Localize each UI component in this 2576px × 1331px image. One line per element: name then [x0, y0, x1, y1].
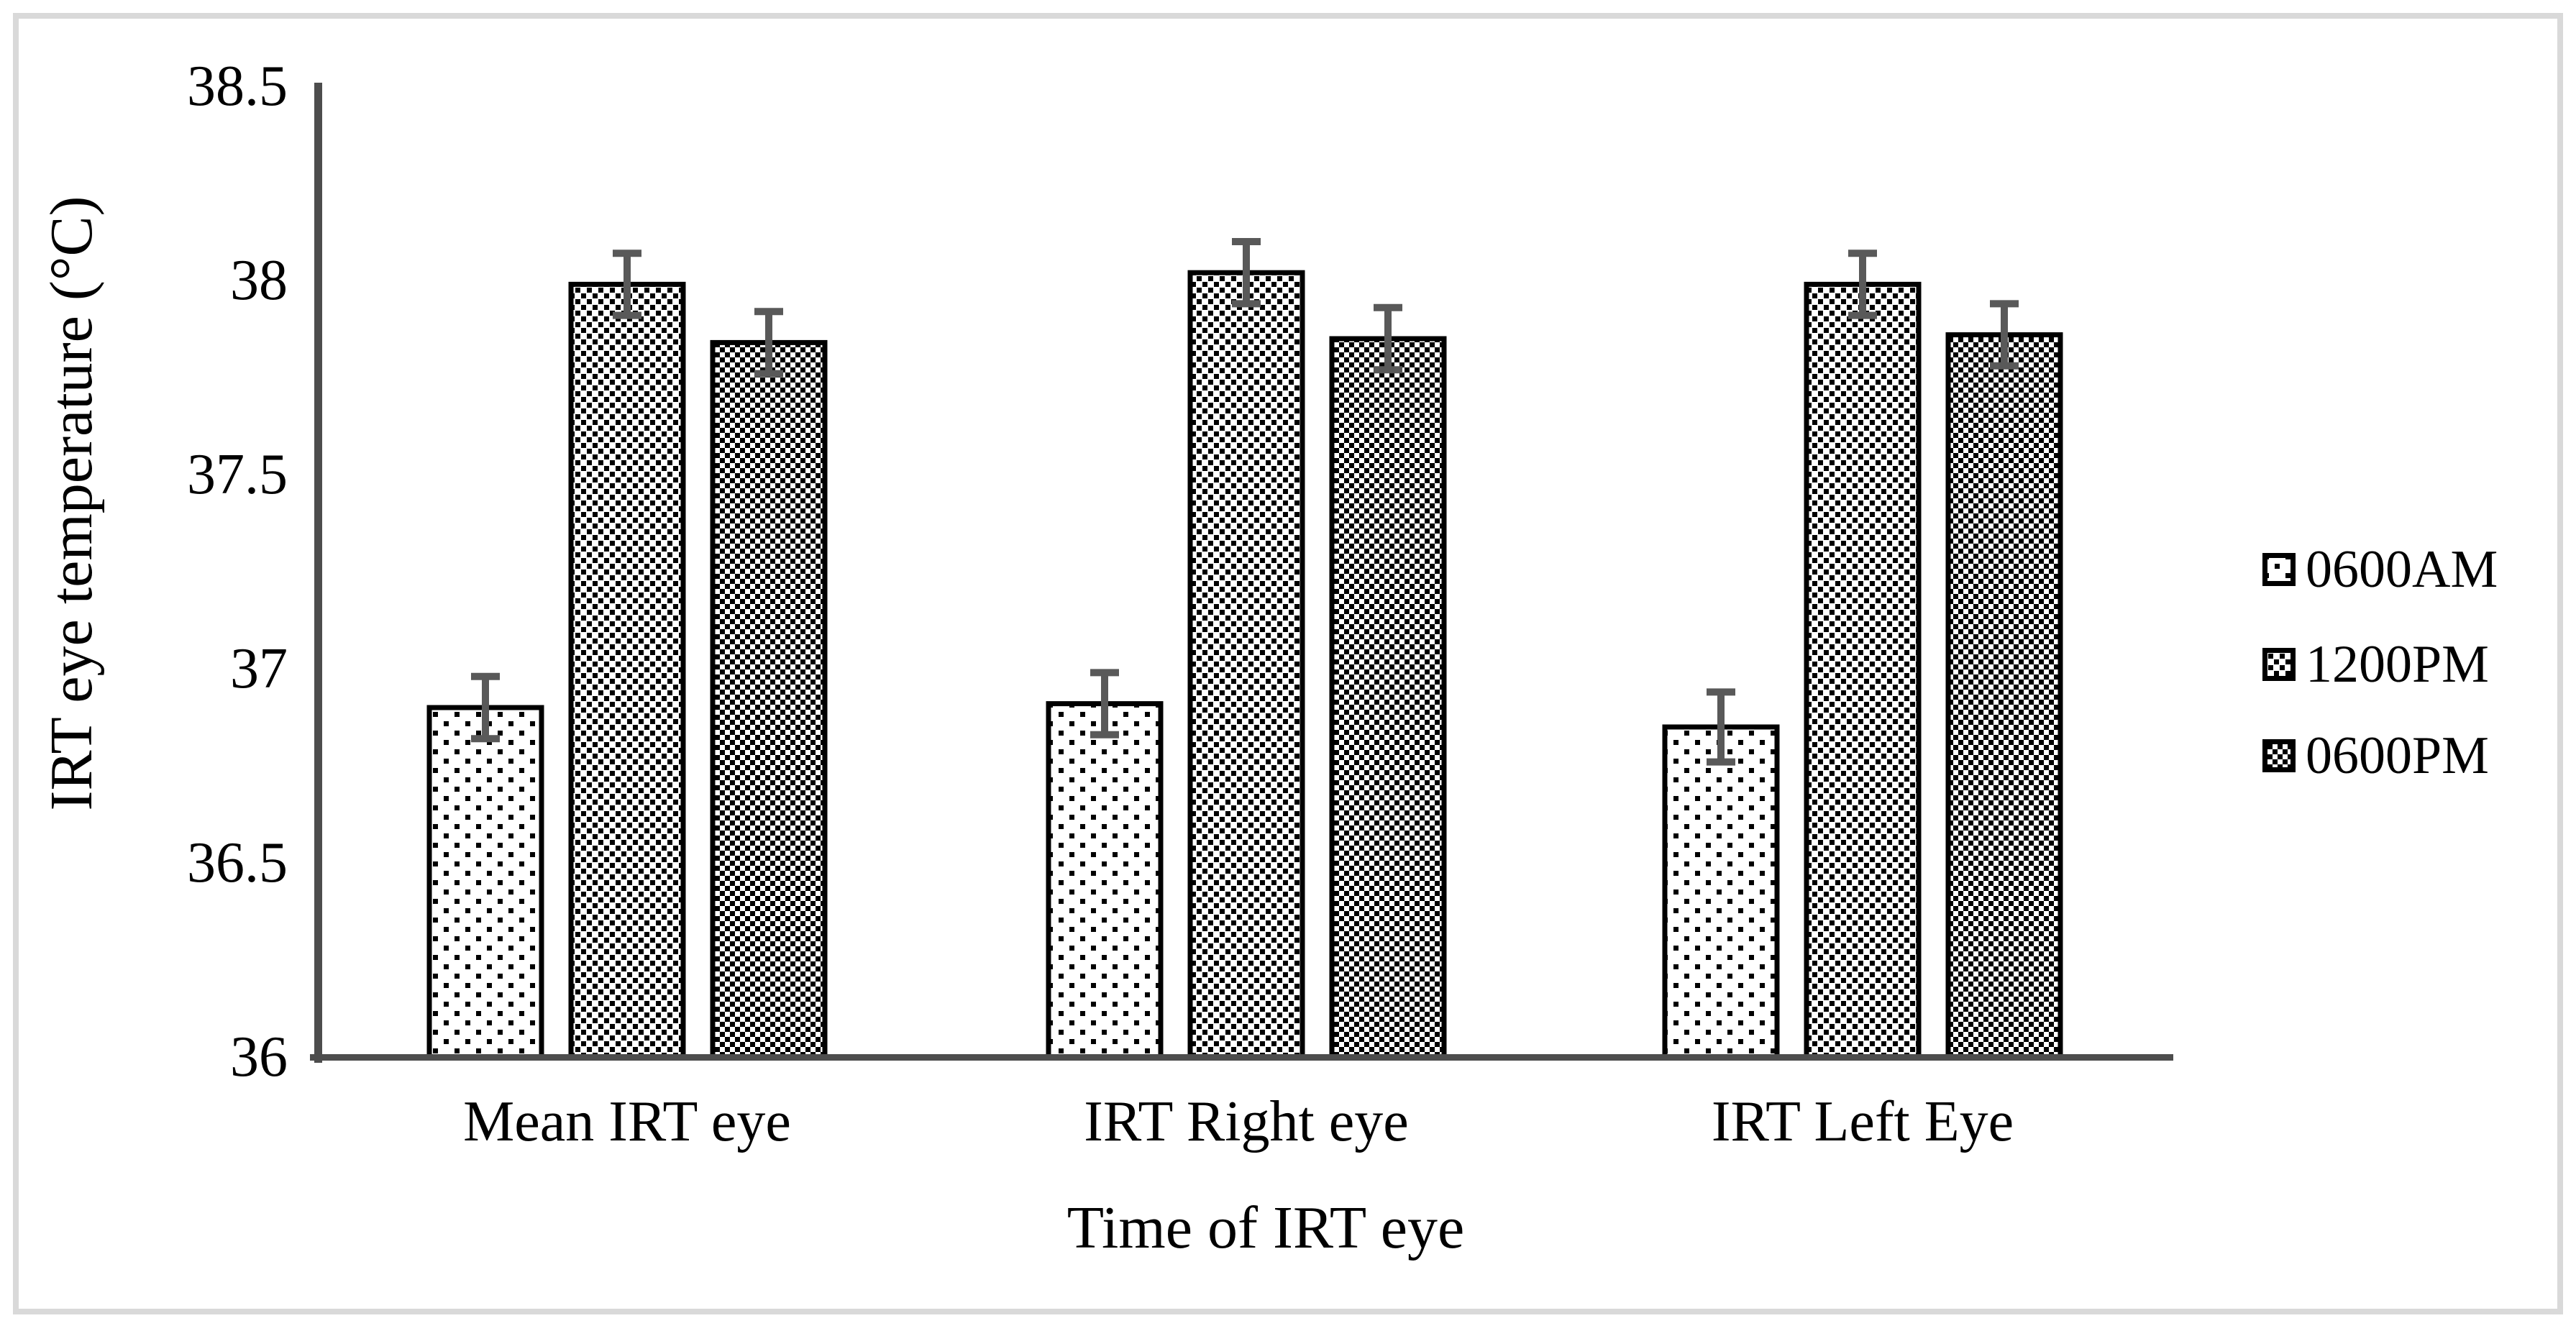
legend-label: 0600AM	[2306, 540, 2498, 599]
x-category-label-irt-right-eye: IRT Right eye	[1084, 1090, 1409, 1153]
error-bar-0600pm-mean-irt-eye	[754, 308, 783, 378]
y-axis-title: IRT eye temperature (°C)	[38, 196, 105, 811]
error-bar-0600am-irt-left-eye	[1707, 688, 1735, 766]
y-tick-label: 38	[230, 249, 288, 312]
legend-item-1200pm: 1200PM	[2262, 628, 2489, 700]
bar-0600am-irt-right-eye	[1046, 701, 1164, 1060]
error-bar-0600am-mean-irt-eye	[471, 672, 500, 743]
legend-item-0600pm: 0600PM	[2262, 720, 2489, 792]
y-tick-label: 36.5	[187, 831, 288, 895]
x-axis-title: Time of IRT eye	[1067, 1194, 1465, 1261]
bar-0600pm-irt-right-eye	[1329, 336, 1447, 1060]
x-category-label-mean-irt-eye: Mean IRT eye	[463, 1090, 791, 1153]
error-bar-0600am-irt-right-eye	[1090, 669, 1119, 738]
bar-1200pm-mean-irt-eye	[568, 281, 686, 1060]
legend-swatch-dense-dots-icon	[2262, 648, 2296, 681]
error-bar-1200pm-mean-irt-eye	[613, 250, 641, 319]
legend-swatch-sparse-dots-icon	[2262, 553, 2296, 586]
bar-0600am-irt-left-eye	[1662, 724, 1780, 1060]
error-bar-1200pm-irt-left-eye	[1848, 250, 1877, 319]
legend-swatch-checkerboard-icon	[2262, 739, 2296, 772]
bar-0600pm-irt-left-eye	[1945, 332, 2063, 1060]
error-bar-1200pm-irt-right-eye	[1232, 238, 1261, 308]
y-tick-label: 37.5	[187, 443, 288, 506]
legend-label: 0600PM	[2306, 726, 2489, 785]
x-category-label-irt-left-eye: IRT Left Eye	[1711, 1090, 2014, 1153]
bar-1200pm-irt-right-eye	[1187, 270, 1305, 1060]
bar-0600pm-mean-irt-eye	[710, 339, 828, 1060]
error-bar-0600pm-irt-right-eye	[1374, 303, 1402, 374]
y-tick-label: 36	[230, 1025, 288, 1089]
bar-1200pm-irt-left-eye	[1804, 281, 1922, 1060]
y-tick-label: 38.5	[187, 55, 288, 118]
figure-border	[13, 13, 2563, 1314]
y-tick-label: 37	[230, 637, 288, 700]
legend-item-0600am: 0600AM	[2262, 534, 2498, 605]
legend-label: 1200PM	[2306, 635, 2489, 694]
error-bar-0600pm-irt-left-eye	[1990, 300, 2019, 370]
x-axis-line	[310, 1054, 2173, 1061]
bar-0600am-mean-irt-eye	[426, 705, 544, 1060]
y-axis-line	[314, 83, 322, 1063]
